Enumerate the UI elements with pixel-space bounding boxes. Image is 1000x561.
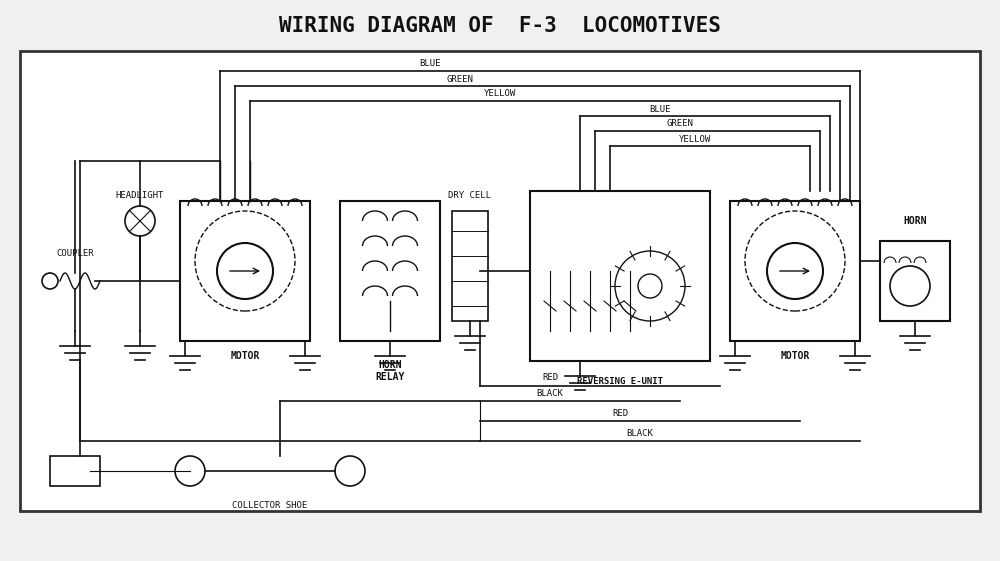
- Text: MOTOR: MOTOR: [780, 351, 810, 361]
- Bar: [530, 191, 710, 361]
- Text: GREEN: GREEN: [447, 75, 473, 84]
- Text: COUPLER: COUPLER: [56, 249, 94, 257]
- Text: WIRING DIAGRAM OF  F-3  LOCOMOTIVES: WIRING DIAGRAM OF F-3 LOCOMOTIVES: [279, 16, 721, 36]
- Text: HORN
RELAY: HORN RELAY: [375, 360, 405, 382]
- Text: REVERSING E-UNIT: REVERSING E-UNIT: [577, 376, 663, 385]
- Text: HEADLIGHT: HEADLIGHT: [116, 191, 164, 200]
- Bar: [730, 201, 860, 341]
- Bar: [880, 241, 950, 321]
- Text: YELLOW: YELLOW: [679, 135, 711, 144]
- Text: BLUE: BLUE: [649, 104, 671, 113]
- Text: RED: RED: [612, 408, 628, 417]
- Text: DRY CELL: DRY CELL: [448, 191, 492, 200]
- Text: MOTOR: MOTOR: [230, 351, 260, 361]
- Text: BLACK: BLACK: [627, 429, 653, 438]
- Text: COLLECTOR SHOE: COLLECTOR SHOE: [232, 502, 308, 511]
- Bar: [50, 456, 100, 486]
- Text: HORN: HORN: [903, 216, 927, 226]
- Text: BLACK: BLACK: [537, 389, 563, 398]
- Bar: [20, 51, 980, 511]
- Text: GREEN: GREEN: [667, 119, 693, 128]
- Bar: [340, 201, 440, 341]
- Bar: [452, 211, 488, 321]
- Bar: [180, 201, 310, 341]
- Text: YELLOW: YELLOW: [484, 90, 516, 99]
- Text: BLUE: BLUE: [419, 59, 441, 68]
- Text: RED: RED: [542, 374, 558, 383]
